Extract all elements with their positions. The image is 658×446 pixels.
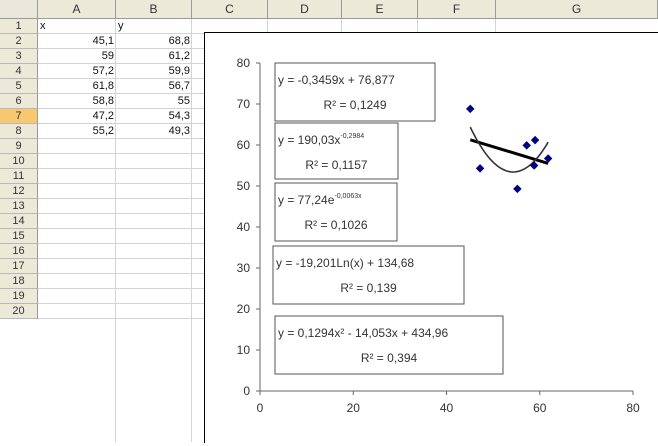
cell-b5[interactable]: 56,7 xyxy=(168,80,190,92)
y-tick-label: 50 xyxy=(237,179,251,193)
cell-a4[interactable]: 57,2 xyxy=(92,65,114,77)
trendline-r2: R² = 0,394 xyxy=(361,351,418,365)
grid-column-line xyxy=(191,19,192,442)
equation-base: y = 190,03x xyxy=(278,133,340,147)
data-point xyxy=(530,135,540,145)
trendline-r2: R² = 0,1249 xyxy=(323,98,386,112)
row-header-16[interactable]: 16 xyxy=(0,244,38,259)
cell-a2[interactable]: 45,1 xyxy=(92,35,114,47)
row-header-5[interactable]: 5 xyxy=(0,79,38,94)
cell-a3[interactable]: 59 xyxy=(101,50,114,62)
cell-b1[interactable]: y xyxy=(118,20,124,32)
row-header-6[interactable]: 6 xyxy=(0,94,38,109)
cell-a7[interactable]: 47,2 xyxy=(92,110,114,122)
x-tick-label: 80 xyxy=(626,401,640,415)
cell-a8[interactable]: 55,2 xyxy=(92,125,114,137)
column-header-b[interactable]: B xyxy=(116,0,192,19)
data-point xyxy=(513,184,522,194)
column-header-d[interactable]: D xyxy=(268,0,342,19)
row-header-2[interactable]: 2 xyxy=(0,34,38,49)
y-tick-label: 60 xyxy=(237,138,251,152)
cell-b8[interactable]: 49,3 xyxy=(168,125,190,137)
row-header-3[interactable]: 3 xyxy=(0,49,38,64)
cell-a5[interactable]: 61,8 xyxy=(92,80,114,92)
x-tick-label: 40 xyxy=(440,401,454,415)
column-header-c[interactable]: C xyxy=(192,0,268,19)
trendline-equation: y = 0,1294x² - 14,053x + 434,96 xyxy=(278,326,448,340)
cell-b2[interactable]: 68,8 xyxy=(168,35,190,47)
trendline-label-box xyxy=(274,122,399,180)
column-header-e[interactable]: E xyxy=(342,0,418,19)
cell-b3[interactable]: 61,2 xyxy=(168,50,190,62)
data-point xyxy=(466,104,475,114)
row-header-9[interactable]: 9 xyxy=(0,139,38,154)
trendline-label-box xyxy=(272,245,465,305)
y-tick-label: 10 xyxy=(237,343,251,357)
trendline-label-box xyxy=(274,182,398,242)
trendline-r2: R² = 0,139 xyxy=(340,281,397,295)
column-header-f[interactable]: F xyxy=(418,0,496,19)
row-header-18[interactable]: 18 xyxy=(0,274,38,289)
trendline-equation: y = -0,3459x + 76,877 xyxy=(278,73,395,87)
y-tick-label: 80 xyxy=(237,56,251,70)
equation-exponent: -0,0063x xyxy=(334,193,362,200)
trendline-equation: y = 190,03x-0,2984 xyxy=(278,133,364,147)
y-tick-label: 20 xyxy=(237,302,251,316)
row-header-10[interactable]: 10 xyxy=(0,154,38,169)
x-tick-label: 60 xyxy=(533,401,547,415)
column-header-g[interactable]: G xyxy=(496,0,658,19)
row-header-19[interactable]: 19 xyxy=(0,289,38,304)
polynomial-trendline xyxy=(469,126,549,173)
y-tick-label: 40 xyxy=(237,220,251,234)
cell-a6[interactable]: 58,8 xyxy=(92,95,114,107)
x-tick-label: 0 xyxy=(257,401,264,415)
row-header-15[interactable]: 15 xyxy=(0,229,38,244)
row-header-12[interactable]: 12 xyxy=(0,184,38,199)
trendline-label-box xyxy=(274,62,436,122)
select-all-corner[interactable] xyxy=(0,0,38,19)
scatter-chart[interactable]: 0 10 20 30 40 50 60 70 80 0 20 40 60 80 y = -0,3459x … xyxy=(204,32,658,443)
row-header-11[interactable]: 11 xyxy=(0,169,38,184)
row-header-17[interactable]: 17 xyxy=(0,259,38,274)
row-header-20[interactable]: 20 xyxy=(0,304,38,319)
trendline-label-box xyxy=(274,315,504,375)
chart-plot: 0 10 20 30 40 50 60 70 80 0 20 40 60 80 y = -0,3459x … xyxy=(237,56,640,415)
data-point xyxy=(475,164,485,173)
trendline-r2: R² = 0,1157 xyxy=(305,158,367,172)
cell-b6[interactable]: 55 xyxy=(177,95,190,107)
data-point xyxy=(522,141,531,150)
trendline-equation: y = -19,201Ln(x) + 134,68 xyxy=(276,256,414,270)
row-header-7[interactable]: 7 xyxy=(0,109,38,124)
y-tick-label: 70 xyxy=(237,97,251,111)
cell-a1[interactable]: x xyxy=(40,20,46,32)
data-point xyxy=(543,154,553,163)
equation-base: y = 77,24e xyxy=(278,193,335,207)
y-tick-label: 0 xyxy=(243,384,250,398)
grid-column-line xyxy=(115,19,116,442)
trendline-r2: R² = 0,1026 xyxy=(304,218,367,232)
column-header-a[interactable]: A xyxy=(38,0,116,19)
cell-b4[interactable]: 59,9 xyxy=(168,65,190,77)
y-tick-label: 30 xyxy=(237,261,251,275)
equation-exponent: -0,2984 xyxy=(340,133,364,140)
data-point xyxy=(529,161,539,170)
cell-b7[interactable]: 54,3 xyxy=(168,110,190,122)
x-tick-label: 20 xyxy=(347,401,361,415)
row-header-14[interactable]: 14 xyxy=(0,214,38,229)
trendline-equation: y = 77,24e-0,0063x xyxy=(278,193,362,207)
row-header-4[interactable]: 4 xyxy=(0,64,38,79)
row-header-1[interactable]: 1 xyxy=(0,19,38,34)
row-header-8[interactable]: 8 xyxy=(0,124,38,139)
row-header-13[interactable]: 13 xyxy=(0,199,38,214)
